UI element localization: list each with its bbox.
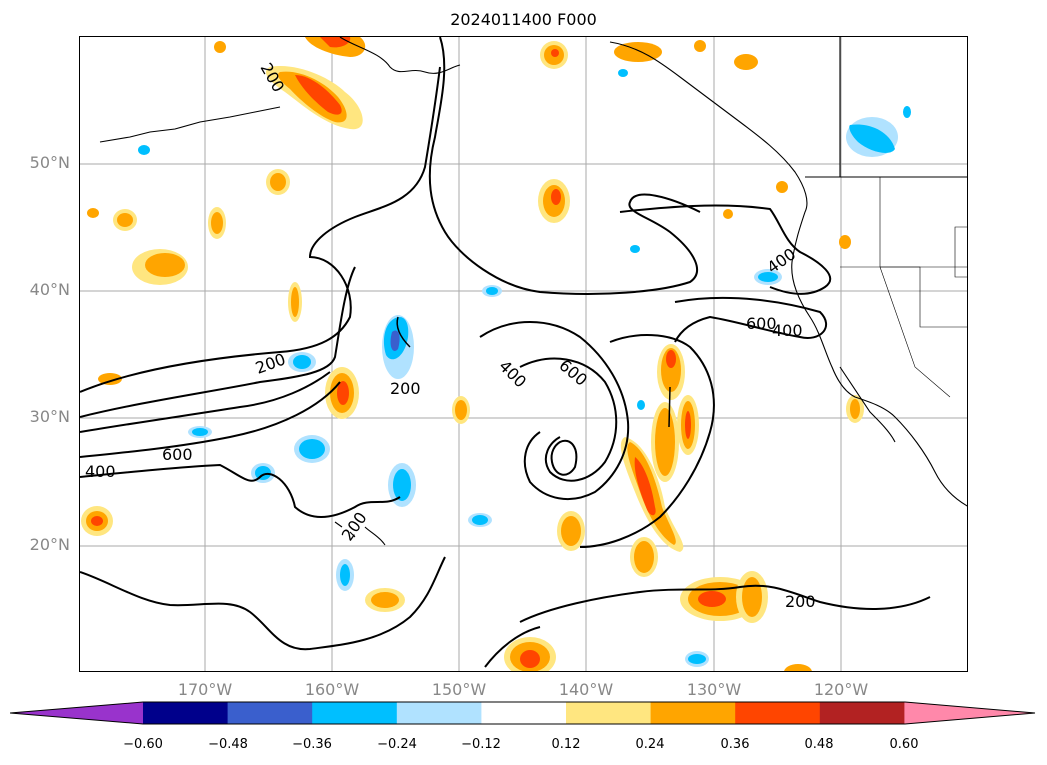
contour-600-closed <box>550 439 578 476</box>
colorbar-tick-label: 0.12 <box>551 737 581 752</box>
lat-label-20n: 20°N <box>29 535 70 554</box>
colorbar-tick-label: 0.24 <box>635 737 665 752</box>
colorbar-segment <box>396 702 482 724</box>
contour-400-southwest <box>80 463 401 519</box>
colorbar-tick-label: −0.12 <box>461 737 501 752</box>
colorbar-segment <box>650 702 736 724</box>
colorbar-segment <box>819 702 905 724</box>
contour-label: 600 <box>162 445 193 464</box>
graticule <box>80 37 967 671</box>
lat-label-30n: 30°N <box>29 407 70 426</box>
colorbar-segment <box>566 702 652 724</box>
colorbar-extend-low <box>10 702 143 724</box>
colorbar-segments <box>10 702 1035 724</box>
contour-label: 400 <box>772 321 803 340</box>
negative-anomaly-fills <box>138 69 911 667</box>
hawaiian-islands <box>364 526 386 546</box>
contour-label: 400 <box>85 462 116 481</box>
contour-600-low-outer <box>579 334 715 548</box>
lon-label-120w: 120°W <box>813 680 869 699</box>
map-canvas: 200 200 200 200 200 400 400 400 400 600 … <box>80 37 967 671</box>
lat-label-50n: 50°N <box>29 153 70 172</box>
map-panel[interactable]: 200 200 200 200 200 400 400 400 400 600 … <box>79 36 968 672</box>
colorbar <box>10 701 1036 725</box>
contour-200-central <box>428 37 701 295</box>
contour-600-west-2 <box>80 381 341 458</box>
lon-label-170w: 170°W <box>177 680 233 699</box>
colorbar-tick-label: 0.48 <box>804 737 834 752</box>
lon-label-140w: 140°W <box>558 680 614 699</box>
colorbar-tick-label: −0.36 <box>292 737 332 752</box>
colorbar-tick-label: −0.48 <box>208 737 248 752</box>
contour-label: 200 <box>785 592 816 611</box>
lon-label-160w: 160°W <box>304 680 360 699</box>
baja-california <box>839 366 896 443</box>
contour-400-low <box>479 321 630 500</box>
contour-200-west <box>80 66 441 393</box>
lat-label-40n: 40°N <box>29 280 70 299</box>
colorbar-tick-label: 0.36 <box>720 737 750 752</box>
colorbar-segment <box>481 702 567 724</box>
contour-label: 400 <box>495 356 530 391</box>
colorbar-tick-label: −0.60 <box>123 737 163 752</box>
canada-us-border <box>839 37 967 178</box>
contour-label: 200 <box>390 379 421 398</box>
colorbar-segment <box>312 702 398 724</box>
colorbar-tick-label: 0.60 <box>889 737 919 752</box>
colorbar-segment <box>143 702 229 724</box>
contour-400-west <box>80 266 356 418</box>
contour-200-south <box>80 556 446 651</box>
positive-anomaly-fills <box>81 37 864 671</box>
contour-200-southeast <box>519 584 931 623</box>
north-america-west-coast <box>609 41 967 507</box>
coastlines <box>99 37 967 546</box>
map-title: 2024011400 F000 <box>450 10 597 29</box>
colorbar-extend-high <box>904 702 1035 724</box>
contour-label: 200 <box>338 508 371 544</box>
contour-400-east <box>619 204 832 295</box>
contour-label: 600 <box>746 314 777 333</box>
aleutian-islands <box>99 106 281 143</box>
colorbar-segment <box>227 702 313 724</box>
contour-600-west <box>80 371 331 433</box>
height-contours <box>80 37 931 668</box>
contour-600-low <box>519 357 618 482</box>
colorbar-tick-label: −0.24 <box>377 737 417 752</box>
lon-label-150w: 150°W <box>431 680 487 699</box>
contour-label-layer: 200 200 200 200 200 400 400 400 400 600 … <box>85 60 816 612</box>
colorbar-outline <box>10 701 1036 725</box>
contour-600-east <box>674 296 828 343</box>
lon-label-130w: 130°W <box>686 680 742 699</box>
colorbar-segment <box>735 702 821 724</box>
